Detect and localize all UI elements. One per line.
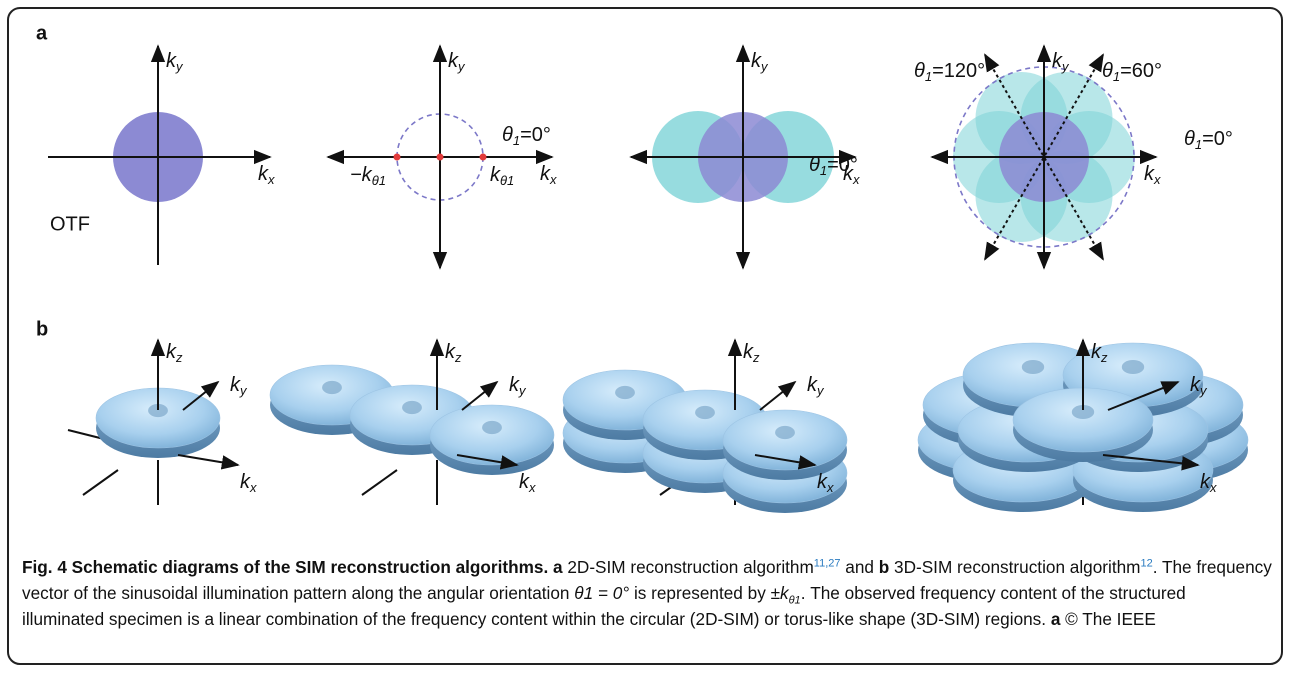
label-sub: x [1209,480,1217,495]
label-sub: z [752,350,760,365]
axis-label: ky [166,50,184,74]
label-base: θ [914,60,925,82]
axis-label: θ1=60° [1102,60,1162,84]
frequency-point [437,154,444,161]
torus-dimple [1122,360,1144,374]
page: akykxOTFkykx−kθ1kθ1θ1=0°kykxθ1=0°kykxθ1=… [0,0,1290,672]
label-sub: z [175,350,183,365]
caption-sup: 12 [1140,557,1152,569]
axis-label: ky [448,50,466,74]
label-sub: θ1 [500,173,514,188]
axis-label: θ1=0° [502,124,551,148]
torus-dimple [695,406,715,419]
axis [83,470,118,495]
axis-label: ky [1052,50,1070,74]
axis-label: kx [1144,163,1161,187]
axis-label: θ1=0° [1184,128,1233,152]
label-sub: x [549,172,557,187]
caption-normal: 2D-SIM reconstruction algorithm [563,557,814,577]
label-rest: =0° [827,154,858,176]
label-sub: y [760,59,769,74]
axis-label: kx [519,471,536,495]
label-sub: x [267,172,275,187]
axis-label: kθ1 [490,164,514,188]
torus-dimple [482,421,502,434]
axis-label: ky [230,374,248,398]
axis-label: kz [445,341,462,365]
label-base: θ [1184,128,1195,150]
axis [178,455,238,465]
caption-italic: k [780,583,789,603]
caption-normal: 3D-SIM reconstruction algorithm [889,557,1140,577]
axis-label: ky [751,50,769,74]
torus-dimple [1022,360,1044,374]
panel-label: b [36,318,48,340]
axis-label: θ1=0° [809,154,858,178]
axis-label: kz [1091,341,1108,365]
axis-label: ky [807,374,825,398]
caption-bold: b [879,557,890,577]
label-sub: x [528,480,536,495]
axis-label: kz [166,341,183,365]
caption-sub: θ1 [789,594,801,606]
label-sub: 1 [820,163,827,178]
label-sub: x [1153,172,1161,187]
caption-bold: Fig. 4 Schematic diagrams of the SIM rec… [22,557,563,577]
label-sub: 1 [1195,137,1202,152]
axis-label: θ1=120° [914,60,985,84]
frequency-point [480,154,487,161]
label-rest: =60° [1120,60,1162,82]
caption-bold: a [1051,609,1061,629]
label-sub: y [239,383,248,398]
axis-label: ky [509,374,527,398]
label-sub: 1 [513,133,520,148]
torus-dimple [615,386,635,399]
caption: Fig. 4 Schematic diagrams of the SIM rec… [22,554,1272,632]
label-rest: =120° [932,60,985,82]
caption-sup: 11,27 [814,557,841,569]
torus-dimple [775,426,795,439]
label-base: θ [809,154,820,176]
label-sub: 1 [1113,69,1120,84]
torus-dimple [322,381,342,394]
panel-label: a [36,22,48,44]
label-base: θ [502,124,513,146]
label-rest: =0° [1202,128,1233,150]
label-sub: z [454,350,462,365]
label-sub: y [518,383,527,398]
label-sub: y [457,59,466,74]
axis-label: kx [240,471,257,495]
axis-label: kz [743,341,760,365]
label-sub: x [249,480,257,495]
label-sub: x [826,480,834,495]
axis-label: kx [258,163,275,187]
label-sub: y [816,383,825,398]
label-sub: y [175,59,184,74]
label-base: −k [350,164,373,186]
label-base: θ [1102,60,1113,82]
label-sub: θ1 [372,173,386,188]
frequency-point [394,154,401,161]
caption-normal: is represented by ± [629,583,780,603]
caption-normal: and [841,557,879,577]
caption-normal: © The IEEE [1060,609,1155,629]
axis [362,470,397,495]
axis [760,382,795,410]
torus-top [430,405,554,465]
axis-label: −kθ1 [350,164,386,188]
torus-dimple [402,401,422,414]
axis-label: kx [540,163,557,187]
note: OTF [50,213,90,235]
caption-italic: θ1 = 0° [574,583,629,603]
label-sub: z [1100,350,1108,365]
label-sub: 1 [925,69,932,84]
label-rest: =0° [520,124,551,146]
